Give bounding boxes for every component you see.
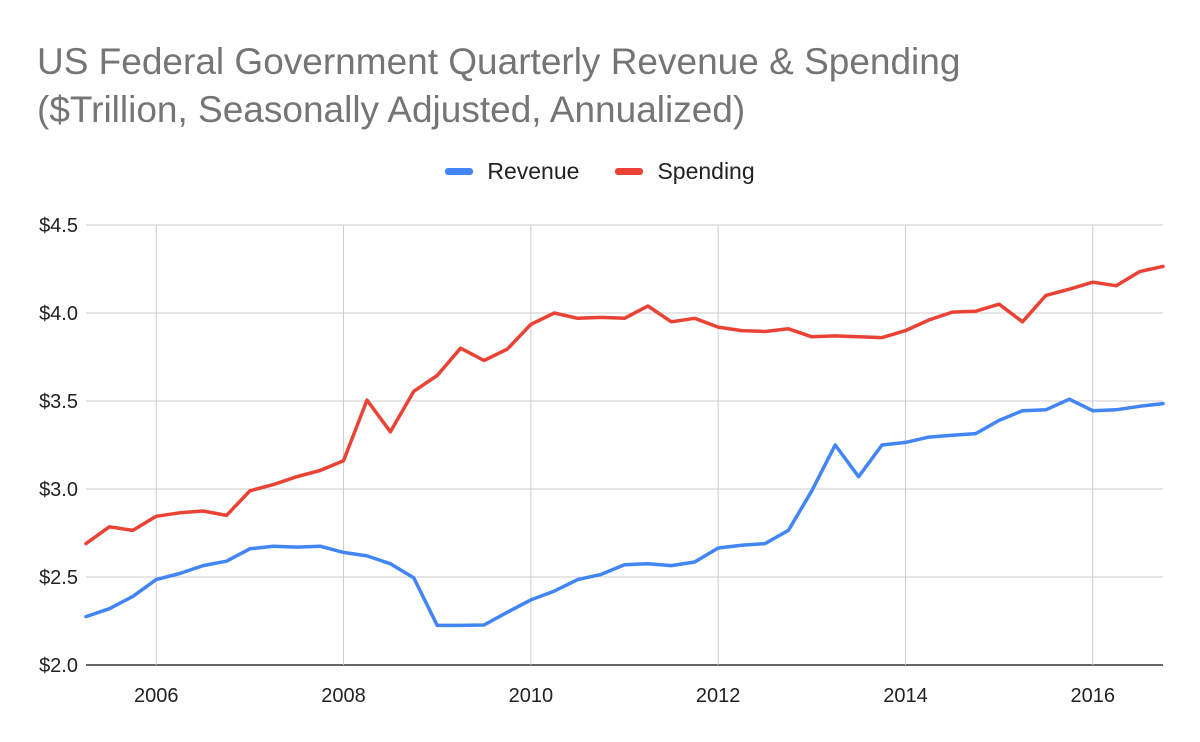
chart-legend: Revenue Spending [0,158,1200,185]
legend-label-spending: Spending [657,158,755,184]
series-line-revenue [84,397,1165,628]
legend-item-spending: Spending [615,158,755,185]
x-tick-label: 2012 [696,685,741,707]
x-tick-label: 2016 [1071,685,1116,707]
y-tick-label: $2.5 [39,567,78,589]
chart-title-line-2: ($Trillion, Seasonally Adjusted, Annuali… [37,89,746,130]
chart-title: US Federal Government Quarterly Revenue … [37,38,960,134]
chart-title-line-1: US Federal Government Quarterly Revenue … [37,41,961,82]
x-tick-label: 2006 [134,685,179,707]
series-line-spending [84,264,1165,546]
x-tick-label: 2014 [883,685,928,707]
legend-swatch-spending [615,168,644,175]
y-tick-label: $4.5 [39,215,78,237]
y-tick-label: $2.0 [39,655,78,677]
y-tick-label: $3.5 [39,391,78,413]
x-tick-label: 2010 [509,685,554,707]
legend-swatch-revenue [445,168,474,175]
x-tick-label: 2008 [321,685,366,707]
y-tick-label: $3.0 [39,479,78,501]
legend-item-revenue: Revenue [445,158,579,185]
y-tick-label: $4.0 [39,303,78,325]
legend-label-revenue: Revenue [487,158,580,184]
